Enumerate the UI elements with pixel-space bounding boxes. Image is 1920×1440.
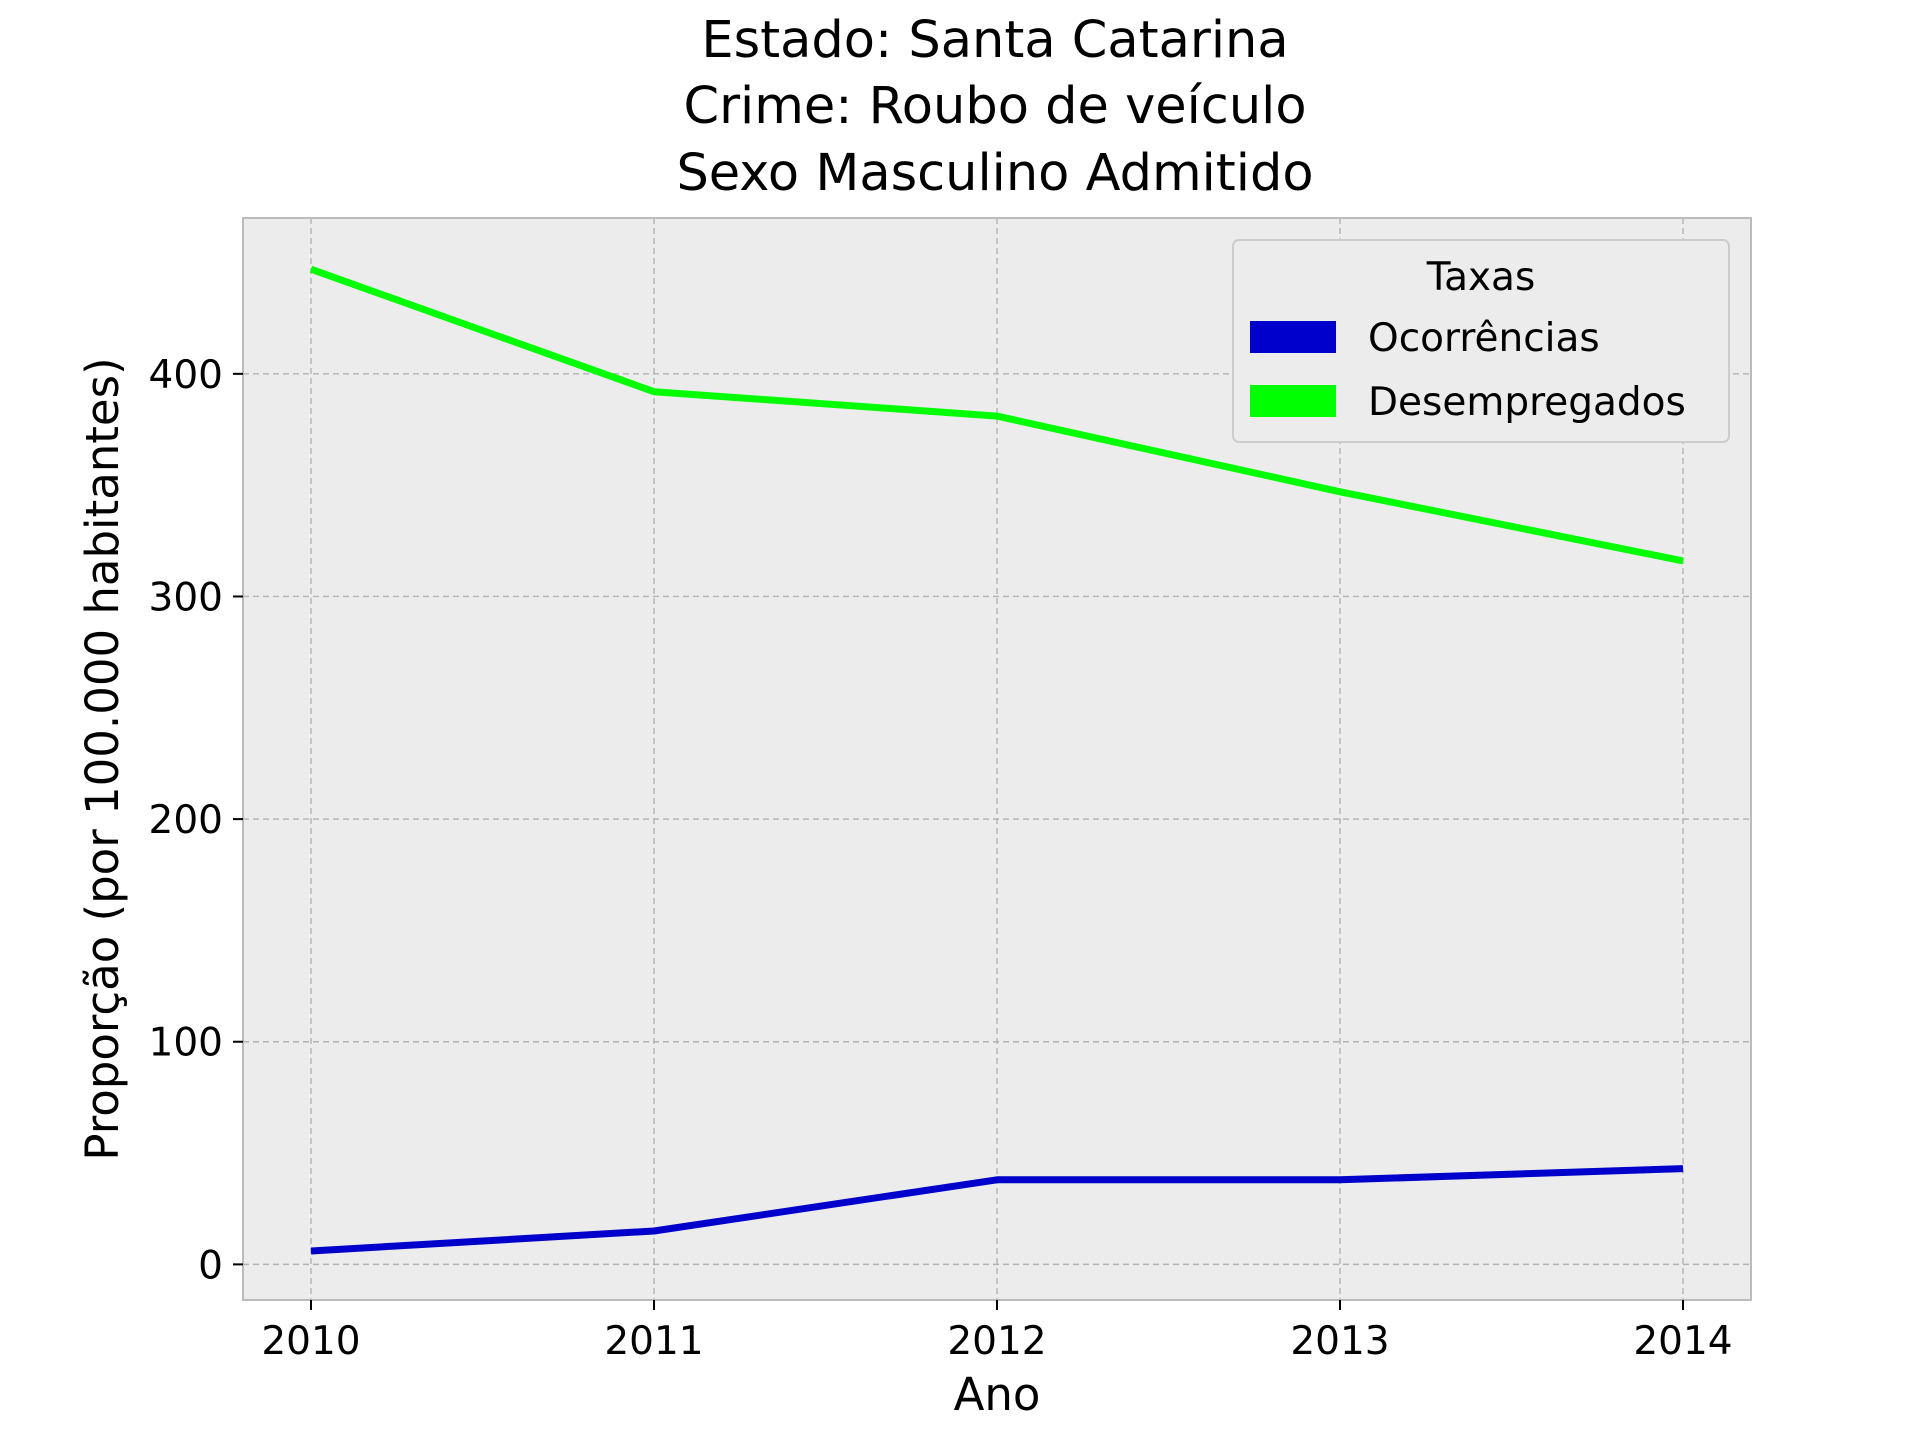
y-axis-ticks: 0 100 200 300 400 <box>149 353 243 1288</box>
y-tick-label: 0 <box>198 1243 223 1288</box>
series-layer <box>309 265 1684 1255</box>
series-line-ocorrências <box>310 1165 1684 1255</box>
legend-swatch <box>1250 321 1336 353</box>
y-tick-label: 200 <box>149 798 223 843</box>
legend-box <box>1232 239 1730 443</box>
x-tick-label: 2014 <box>1633 1319 1732 1364</box>
x-tick-label: 2010 <box>261 1319 360 1364</box>
y-tick-label: 400 <box>149 353 223 398</box>
x-axis-ticks: 2010 2011 2012 2013 2014 <box>261 1300 1733 1364</box>
chart-title-line-1: Estado: Santa Catarina <box>701 11 1288 70</box>
legend-title: Taxas <box>1426 255 1536 300</box>
chart-title-line-2: Crime: Roubo de veículo <box>683 77 1306 136</box>
legend-swatch <box>1250 385 1336 417</box>
x-tick-label: 2012 <box>947 1319 1046 1364</box>
y-tick-label: 100 <box>149 1021 223 1066</box>
x-axis-label: Ano <box>954 1368 1041 1421</box>
x-tick-label: 2011 <box>604 1319 703 1364</box>
legend-items: Ocorrências Desempregados <box>1250 316 1686 425</box>
series-line-desempregados <box>309 265 1684 565</box>
legend-label: Ocorrências <box>1368 316 1600 361</box>
y-tick-label: 300 <box>149 575 223 620</box>
chart-title: Estado: Santa Catarina Crime: Roubo de v… <box>676 11 1313 203</box>
legend: Taxas Ocorrências Desempregados <box>1232 239 1730 443</box>
x-tick-label: 2013 <box>1290 1319 1389 1364</box>
y-axis-label: Proporção (por 100.000 habitantes) <box>76 357 129 1160</box>
chart-title-line-3: Sexo Masculino Admitido <box>676 144 1313 203</box>
legend-label: Desempregados <box>1368 380 1686 425</box>
